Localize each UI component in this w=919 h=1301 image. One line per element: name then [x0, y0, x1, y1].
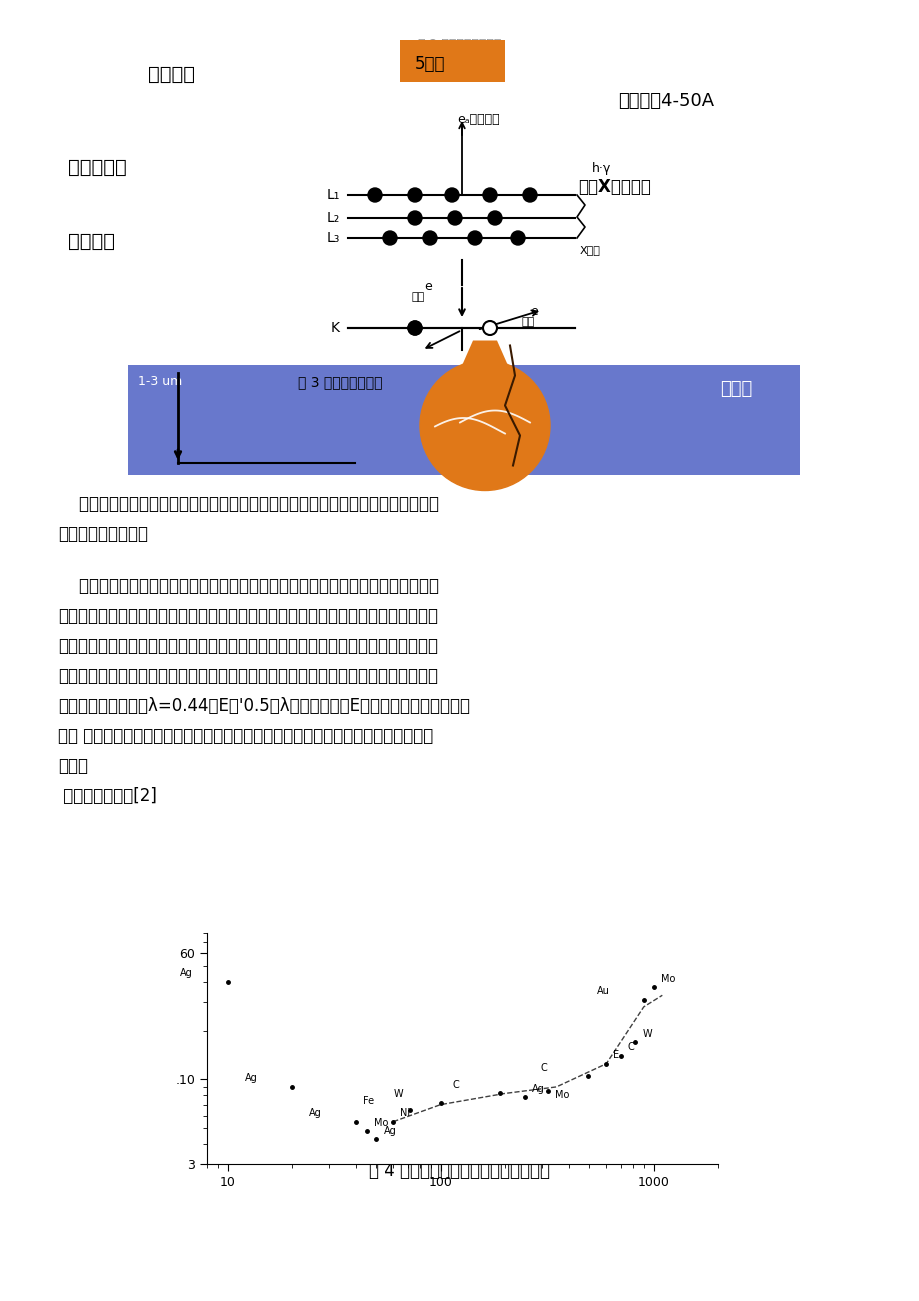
Text: L₂: L₂ — [326, 211, 340, 225]
Text: W: W — [393, 1089, 403, 1099]
Text: 因为不同的元素原子具有它特征的俄歇电子能量，也就是具有特征的俄歇峰，因此: 因为不同的元素原子具有它特征的俄歇电子能量，也就是具有特征的俄歇峰，因此 — [58, 494, 438, 513]
Circle shape — [445, 189, 459, 202]
Circle shape — [482, 189, 496, 202]
Text: Ag: Ag — [532, 1084, 545, 1094]
Text: L₁: L₁ — [326, 189, 340, 202]
Text: 特征X射线电子: 特征X射线电子 — [577, 178, 650, 196]
Text: 背散射电子: 背散射电子 — [68, 157, 127, 177]
Text: 很有利的工具。[2]: 很有利的工具。[2] — [58, 787, 157, 805]
Polygon shape — [439, 341, 529, 415]
Circle shape — [487, 211, 502, 225]
Text: 图 2 入射电子束示意图: 图 2 入射电子束示意图 — [418, 38, 501, 51]
Text: 俄歇电子在从固体内部逸出进入真空之前，遭到表层电子的非弹性碰撞发生能量损: 俄歇电子在从固体内部逸出进入真空之前，遭到表层电子的非弹性碰撞发生能量损 — [58, 578, 438, 595]
Circle shape — [407, 211, 422, 225]
Circle shape — [382, 232, 397, 245]
Text: e: e — [424, 280, 431, 293]
Circle shape — [510, 232, 525, 245]
Text: eₐ俄歇电子: eₐ俄歇电子 — [457, 113, 499, 126]
Circle shape — [420, 360, 550, 490]
Text: 样品表面: 样品表面 — [68, 232, 115, 251]
Text: Mo: Mo — [373, 1118, 388, 1128]
Text: 5电子: 5电子 — [414, 55, 445, 73]
Bar — [128, 366, 800, 475]
Text: 1-3 um: 1-3 um — [138, 375, 182, 388]
Circle shape — [448, 211, 461, 225]
Text: 失，所以有一个临界的深度，在这个深度以下的俄歇电子不能够逸出固体表面，这个深: 失，所以有一个临界的深度，在这个深度以下的俄歇电子不能够逸出固体表面，这个深 — [58, 608, 437, 624]
Text: Ni: Ni — [400, 1108, 410, 1118]
Circle shape — [522, 189, 537, 202]
Text: 过这 个公式可以估算出不同能量的俄歇电子的逸出深度。所以，俄歇电子成为了表面: 过这 个公式可以估算出不同能量的俄歇电子的逸出深度。所以，俄歇电子成为了表面 — [58, 727, 433, 745]
Circle shape — [482, 321, 496, 334]
Text: C: C — [627, 1042, 634, 1053]
Text: W: W — [641, 1029, 652, 1038]
Text: 激发体: 激发体 — [720, 380, 752, 398]
Text: 图 3 俄歇电子效应图: 图 3 俄歇电子效应图 — [298, 375, 382, 389]
Text: 入射: 入射 — [412, 291, 425, 302]
Text: C: C — [539, 1063, 547, 1072]
Text: 俄歇电子4-50A: 俄歇电子4-50A — [618, 92, 713, 111]
Text: 电离: 电离 — [521, 317, 535, 327]
Text: Ag: Ag — [308, 1108, 321, 1118]
Text: 可以用来鉴别元素。: 可以用来鉴别元素。 — [58, 526, 148, 543]
Text: Ag: Ag — [383, 1125, 396, 1136]
Text: E: E — [613, 1050, 618, 1060]
Text: X射线: X射线 — [579, 245, 600, 255]
Text: 材料的性质无关。经过科学家多年的实验分析拟合，发现俄歇电子的平均自由程和电子: 材料的性质无关。经过科学家多年的实验分析拟合，发现俄歇电子的平均自由程和电子 — [58, 667, 437, 686]
Circle shape — [407, 189, 422, 202]
Text: 图 4 俄歇电子平均自由程和能量的关系: 图 4 俄歇电子平均自由程和能量的关系 — [369, 1162, 550, 1180]
Text: Au: Au — [596, 986, 608, 997]
Text: 能量有如下的关系：λ=0.44（E）'0.5（λ的单位为埃，E的单位为电子伏特），通: 能量有如下的关系：λ=0.44（E）'0.5（λ的单位为埃，E的单位为电子伏特）… — [58, 697, 470, 716]
Text: L₃: L₃ — [326, 232, 340, 245]
Circle shape — [368, 189, 381, 202]
Text: Mo: Mo — [660, 973, 675, 984]
Text: Ag: Ag — [244, 1073, 257, 1084]
Text: Ag: Ag — [180, 968, 193, 978]
Text: h·γ: h·γ — [591, 163, 611, 176]
Text: Mo: Mo — [555, 1090, 569, 1099]
Text: 度用俄歇电子平均自由程来表达，可以近似的认为主要与俄歇电子的能量有关，与固体: 度用俄歇电子平均自由程来表达，可以近似的认为主要与俄歇电子的能量有关，与固体 — [58, 637, 437, 654]
Text: Fe: Fe — [363, 1097, 374, 1106]
Circle shape — [468, 232, 482, 245]
Circle shape — [407, 321, 422, 334]
Circle shape — [407, 321, 422, 334]
Text: 二次电子: 二次电子 — [148, 65, 195, 85]
Text: 分析的: 分析的 — [58, 757, 88, 775]
Text: K: K — [331, 321, 340, 334]
Circle shape — [423, 232, 437, 245]
Bar — [400, 40, 505, 82]
Text: e: e — [529, 304, 538, 317]
Text: C: C — [452, 1080, 459, 1090]
